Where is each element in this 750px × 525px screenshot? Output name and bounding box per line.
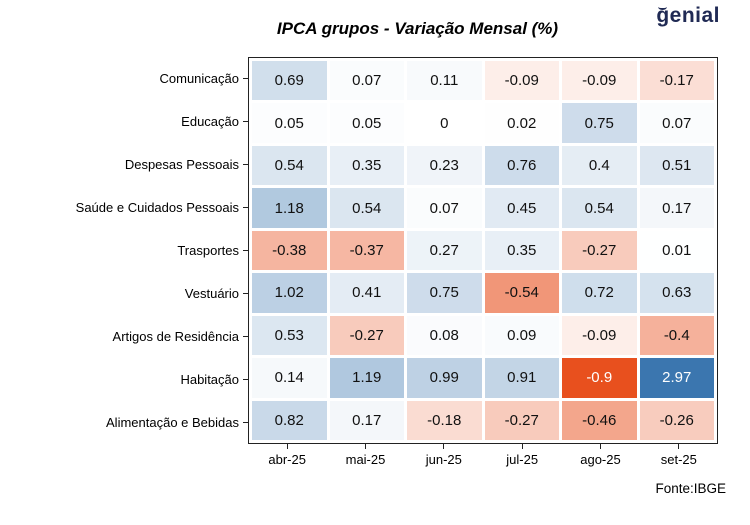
heatmap-cell: 0.17 (639, 188, 714, 228)
axis-tick (243, 336, 248, 337)
row-label: Comunicação (0, 57, 248, 100)
row-label: Vestuário (0, 272, 248, 315)
heatmap-cell: -0.26 (639, 400, 714, 440)
axis-tick (243, 164, 248, 165)
col-labels: abr-25 mai-25 jun-25 jul-25 ago-25 set-25 (248, 444, 718, 467)
col-label: set-25 (640, 444, 718, 467)
heatmap-cell: -0.09 (562, 61, 637, 101)
row-label: Artigos de Residência (0, 315, 248, 358)
heatmap-cell: 1.18 (252, 188, 327, 228)
row-label: Habitação (0, 358, 248, 401)
heatmap-cell: 0.23 (407, 145, 482, 186)
heatmap-cell: -0.38 (252, 230, 327, 271)
heatmap-cell: 0.35 (329, 145, 404, 186)
axis-tick (243, 379, 248, 380)
heatmap-cell: -0.9 (562, 358, 637, 398)
heatmap-cell: 0.76 (484, 145, 559, 186)
heatmap-cell: 0.02 (484, 103, 559, 143)
axis-tick (243, 78, 248, 79)
heatmap-cell: -0.27 (562, 230, 637, 271)
heatmap-chart: Comunicação Educação Despesas Pessoais Saúd… (0, 57, 750, 467)
heatmap-cell: 0.4 (562, 145, 637, 186)
heatmap-cell: 0.99 (407, 358, 482, 398)
heatmap-cell: 0.07 (329, 61, 404, 101)
row-label: Despesas Pessoais (0, 143, 248, 186)
axis-tick (678, 444, 680, 449)
genial-logo: genial (656, 4, 720, 28)
heatmap-cell: 0.27 (407, 230, 482, 271)
heatmap-cell: 0.09 (484, 315, 559, 356)
heatmap-cell: 0.91 (484, 358, 559, 398)
row-label: Saúde e Cuidados Pessoais (0, 186, 248, 229)
heatmap-cell: 0.07 (407, 188, 482, 228)
heatmap-cell: 0.05 (252, 103, 327, 143)
heatmap-cell: 0.53 (252, 315, 327, 356)
heatmap-cell: 0.17 (329, 400, 404, 440)
logo-accent-icon (658, 4, 668, 10)
heatmap-cell: 0.14 (252, 358, 327, 398)
axis-tick (286, 444, 288, 449)
heatmap-cell: 0.54 (562, 188, 637, 228)
source-note: Fonte:IBGE (655, 481, 726, 496)
axis-tick (243, 207, 248, 208)
row-labels: Comunicação Educação Despesas Pessoais Saúd… (0, 57, 248, 444)
col-label: jul-25 (483, 444, 561, 467)
heatmap-cell: -0.37 (329, 230, 404, 271)
row-label: Educação (0, 100, 248, 143)
heatmap-cell: 0.72 (562, 273, 637, 313)
heatmap-cell: 0.75 (407, 273, 482, 313)
heatmap-cell: 0.54 (329, 188, 404, 228)
axis-tick (599, 444, 601, 449)
axis-tick (243, 422, 248, 423)
col-label: ago-25 (561, 444, 639, 467)
heatmap-grid: 0.69 0.07 0.11 -0.09 -0.09 -0.17 0.05 0.05 0 0.02… (248, 57, 718, 444)
axis-tick (243, 250, 248, 251)
heatmap-cell: -0.27 (484, 400, 559, 440)
heatmap-cell: 0 (407, 103, 482, 143)
heatmap-cell: 0.07 (639, 103, 714, 143)
heatmap-cell: 1.19 (329, 358, 404, 398)
heatmap-cell: 0.45 (484, 188, 559, 228)
row-label: Alimentação e Bebidas (0, 401, 248, 444)
heatmap-cell: 0.63 (639, 273, 714, 313)
row-label: Trasportes (0, 229, 248, 272)
heatmap-cell: 2.97 (639, 358, 714, 398)
heatmap-cell: 0.08 (407, 315, 482, 356)
heatmap-cell: -0.27 (329, 315, 404, 356)
col-label: mai-25 (326, 444, 404, 467)
logo-text: genial (656, 4, 720, 27)
heatmap-cell: 0.69 (252, 61, 327, 101)
heatmap-cell: 0.05 (329, 103, 404, 143)
heatmap-cell: -0.09 (562, 315, 637, 356)
heatmap-cell: 0.11 (407, 61, 482, 101)
heatmap-cell: -0.09 (484, 61, 559, 101)
heatmap-cell: 0.82 (252, 400, 327, 440)
heatmap-cell: -0.17 (639, 61, 714, 101)
col-label: abr-25 (248, 444, 326, 467)
axis-tick (443, 444, 445, 449)
heatmap-cell: 1.02 (252, 273, 327, 313)
axis-tick (521, 444, 523, 449)
heatmap-cell: 0.35 (484, 230, 559, 271)
heatmap-cell: 0.75 (562, 103, 637, 143)
heatmap-cell: -0.46 (562, 400, 637, 440)
axis-tick (243, 293, 248, 294)
heatmap-cell: -0.18 (407, 400, 482, 440)
heatmap-cell: -0.54 (484, 273, 559, 313)
axis-tick (243, 121, 248, 122)
heatmap-cell: -0.4 (639, 315, 714, 356)
chart-title: IPCA grupos - Variação Mensal (%) (276, 19, 559, 38)
heatmap-cell: 0.01 (639, 230, 714, 271)
heatmap-cell: 0.51 (639, 145, 714, 186)
col-label: jun-25 (405, 444, 483, 467)
axis-tick (364, 444, 366, 449)
heatmap-cell: 0.54 (252, 145, 327, 186)
heatmap-cell: 0.41 (329, 273, 404, 313)
